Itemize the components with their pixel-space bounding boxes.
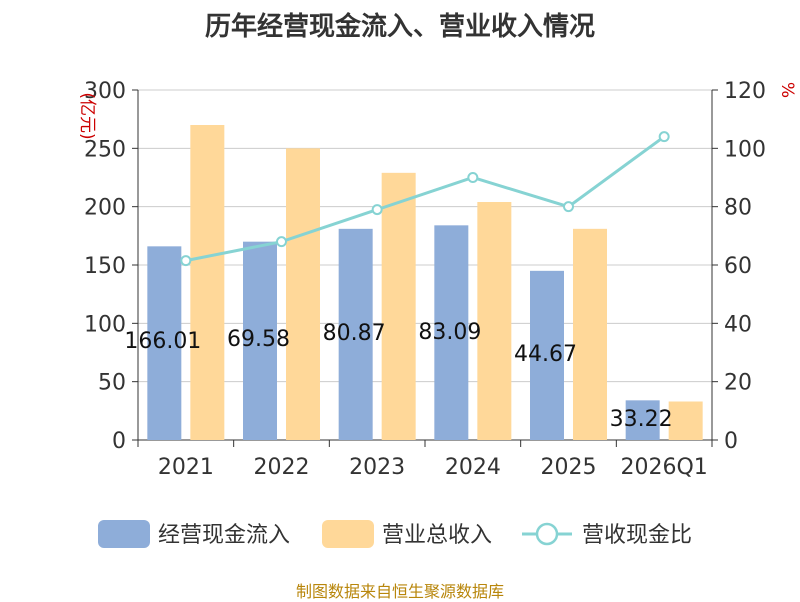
line-point	[180, 255, 192, 267]
line-point	[371, 204, 383, 216]
line-point	[563, 201, 574, 213]
y-left-tick-label: 250	[84, 137, 126, 162]
line-point	[467, 172, 479, 183]
y-right-tick-label: 120	[724, 79, 766, 104]
legend-label-revenue: 营业总收入	[382, 523, 492, 548]
bar-revenue	[573, 228, 607, 440]
y-left-axis-label: (亿元)	[77, 92, 97, 139]
bar-cash-inflow	[147, 246, 182, 440]
bar-cash-inflow	[625, 400, 660, 440]
x-tick-label: 2024	[445, 455, 501, 480]
source-note: 制图数据来自恒生聚源数据库	[295, 582, 504, 601]
y-right-axis-label: %	[777, 82, 797, 98]
y-left-tick-label: 200	[84, 196, 126, 221]
bar-cash-inflow	[338, 228, 373, 440]
y-left-tick-label: 300	[84, 79, 126, 104]
x-tick-label: 2021	[158, 455, 214, 480]
legend-label-cash-inflow: 经营现金流入	[158, 523, 290, 548]
legend-label-ratio: 营收现金比	[582, 523, 692, 548]
y-right-tick-label: 80	[724, 196, 752, 221]
y-right-tick-label: 40	[724, 312, 752, 337]
bar-revenue	[668, 401, 703, 440]
legend-marker-ratio	[535, 522, 559, 546]
x-tick-label: 2025	[541, 455, 597, 480]
line-revenue-cash-ratio	[185, 135, 666, 263]
data-label: 80.87	[323, 321, 386, 346]
y-left-tick-label: 150	[84, 254, 126, 279]
line-point	[658, 131, 670, 143]
bar-revenue	[190, 125, 225, 440]
data-label: 69.58	[227, 327, 290, 352]
y-left-tick-label: 100	[84, 312, 126, 337]
bar-cash-inflow	[243, 241, 277, 440]
chart-title: 历年经营现金流入、营业收入情况	[204, 12, 595, 42]
x-tick-label: 2026Q1	[621, 455, 708, 480]
bar-revenue	[381, 172, 416, 441]
bar-revenue	[286, 148, 320, 441]
bar-cash-inflow	[530, 270, 564, 440]
y-right-tick-label: 0	[724, 429, 738, 454]
data-label: 44.67	[514, 342, 577, 367]
bar-cash-inflow	[434, 225, 469, 440]
line-point	[276, 236, 287, 248]
y-right-tick-label: 100	[724, 137, 766, 162]
legend-swatch-revenue	[322, 520, 374, 548]
y-right-tick-label: 20	[724, 371, 752, 396]
x-tick-label: 2022	[254, 455, 310, 480]
data-label: 33.22	[610, 407, 673, 432]
legend-swatch-cash-inflow	[98, 520, 150, 548]
y-right-tick-label: 60	[724, 254, 752, 279]
x-tick-label: 2023	[349, 455, 405, 480]
data-label: 166.01	[124, 329, 201, 354]
y-left-tick-label: 50	[98, 371, 126, 396]
data-label: 83.09	[418, 320, 481, 345]
y-left-tick-label: 0	[112, 429, 126, 454]
bar-revenue	[477, 202, 512, 440]
